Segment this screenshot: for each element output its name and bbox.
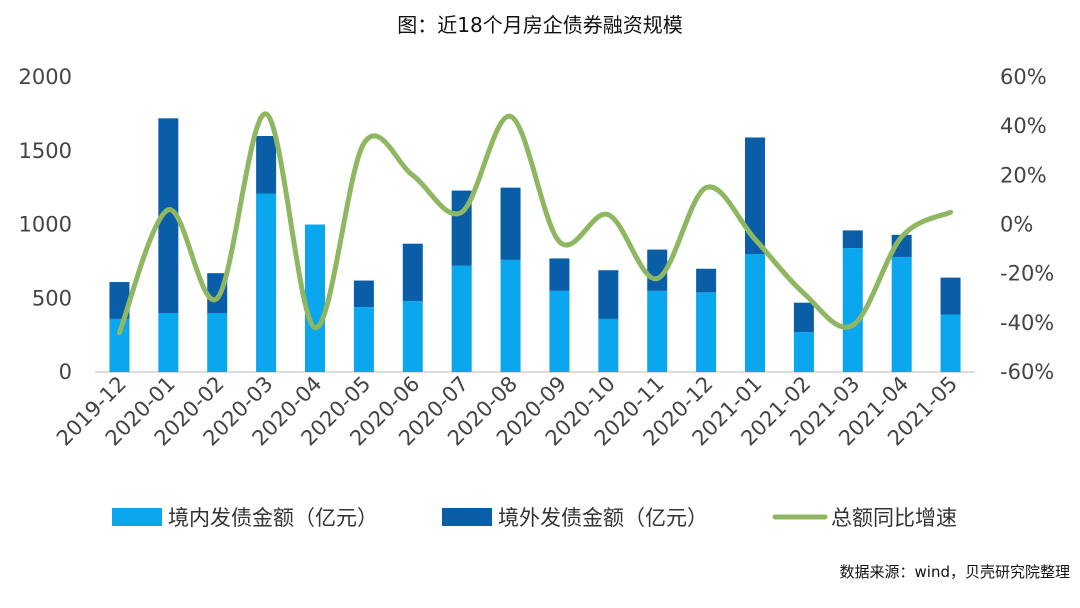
- bar-domestic: [598, 318, 619, 372]
- growth-line: [116, 111, 954, 336]
- bar-overseas: [940, 277, 961, 315]
- bar-domestic: [451, 265, 472, 372]
- legend-swatch-overseas: [442, 508, 492, 526]
- bar-overseas: [402, 243, 423, 302]
- y-left-tick-label: 0: [59, 360, 72, 384]
- bars: [109, 118, 961, 372]
- bar-domestic: [402, 301, 423, 372]
- bar-overseas: [158, 118, 179, 313]
- y-right-tick-label: -40%: [1000, 311, 1054, 335]
- bar-domestic: [891, 256, 912, 372]
- bar-domestic: [305, 224, 325, 372]
- legend-swatch-domestic: [112, 508, 162, 526]
- legend-label: 境外发债金额（亿元）: [498, 506, 708, 530]
- y-right-tick-label: 40%: [1000, 114, 1047, 138]
- source-note: 数据来源：wind，贝壳研究院整理: [840, 563, 1070, 581]
- bar-domestic: [842, 248, 863, 372]
- legend: 境内发债金额（亿元） 境外发债金额（亿元） 总额同比增速: [112, 506, 957, 530]
- y-right-tick-label: 60%: [1000, 65, 1047, 89]
- bar-domestic: [500, 259, 521, 372]
- bar-overseas: [353, 280, 374, 308]
- bar-overseas: [745, 137, 765, 254]
- y-right-tick-label: 20%: [1000, 163, 1047, 187]
- bar-domestic: [793, 332, 814, 372]
- bar-domestic: [158, 313, 179, 372]
- y-left-tick-label: 500: [32, 286, 72, 310]
- bar-overseas: [696, 268, 717, 293]
- chart-title: 图：近18个月房企债券融资规模: [397, 13, 682, 37]
- bar-domestic: [696, 292, 717, 372]
- bar-overseas: [842, 230, 863, 249]
- bar-overseas: [500, 187, 521, 260]
- bar-overseas: [793, 302, 814, 333]
- growth-line-layer: [116, 111, 954, 336]
- bar-overseas: [549, 258, 570, 291]
- y-right-tick-label: -60%: [1000, 360, 1054, 384]
- bar-domestic: [207, 313, 228, 372]
- bar-domestic: [647, 290, 668, 372]
- bar-overseas: [256, 136, 277, 194]
- bar-domestic: [256, 193, 277, 372]
- y-left-tick-label: 2000: [19, 65, 72, 89]
- bar-domestic: [940, 314, 961, 372]
- y-left-tick-label: 1500: [19, 139, 72, 163]
- y-right-tick-label: -20%: [1000, 262, 1054, 286]
- bar-domestic: [745, 254, 765, 372]
- bar-domestic: [549, 290, 570, 372]
- y-right-tick-label: 0%: [1000, 213, 1033, 237]
- y-left-tick-label: 1000: [19, 213, 72, 237]
- legend-label: 境内发债金额（亿元）: [168, 506, 378, 530]
- bar-domestic: [109, 318, 130, 372]
- bar-overseas: [598, 270, 619, 319]
- legend-label: 总额同比增速: [831, 506, 957, 530]
- bar-domestic: [353, 307, 374, 372]
